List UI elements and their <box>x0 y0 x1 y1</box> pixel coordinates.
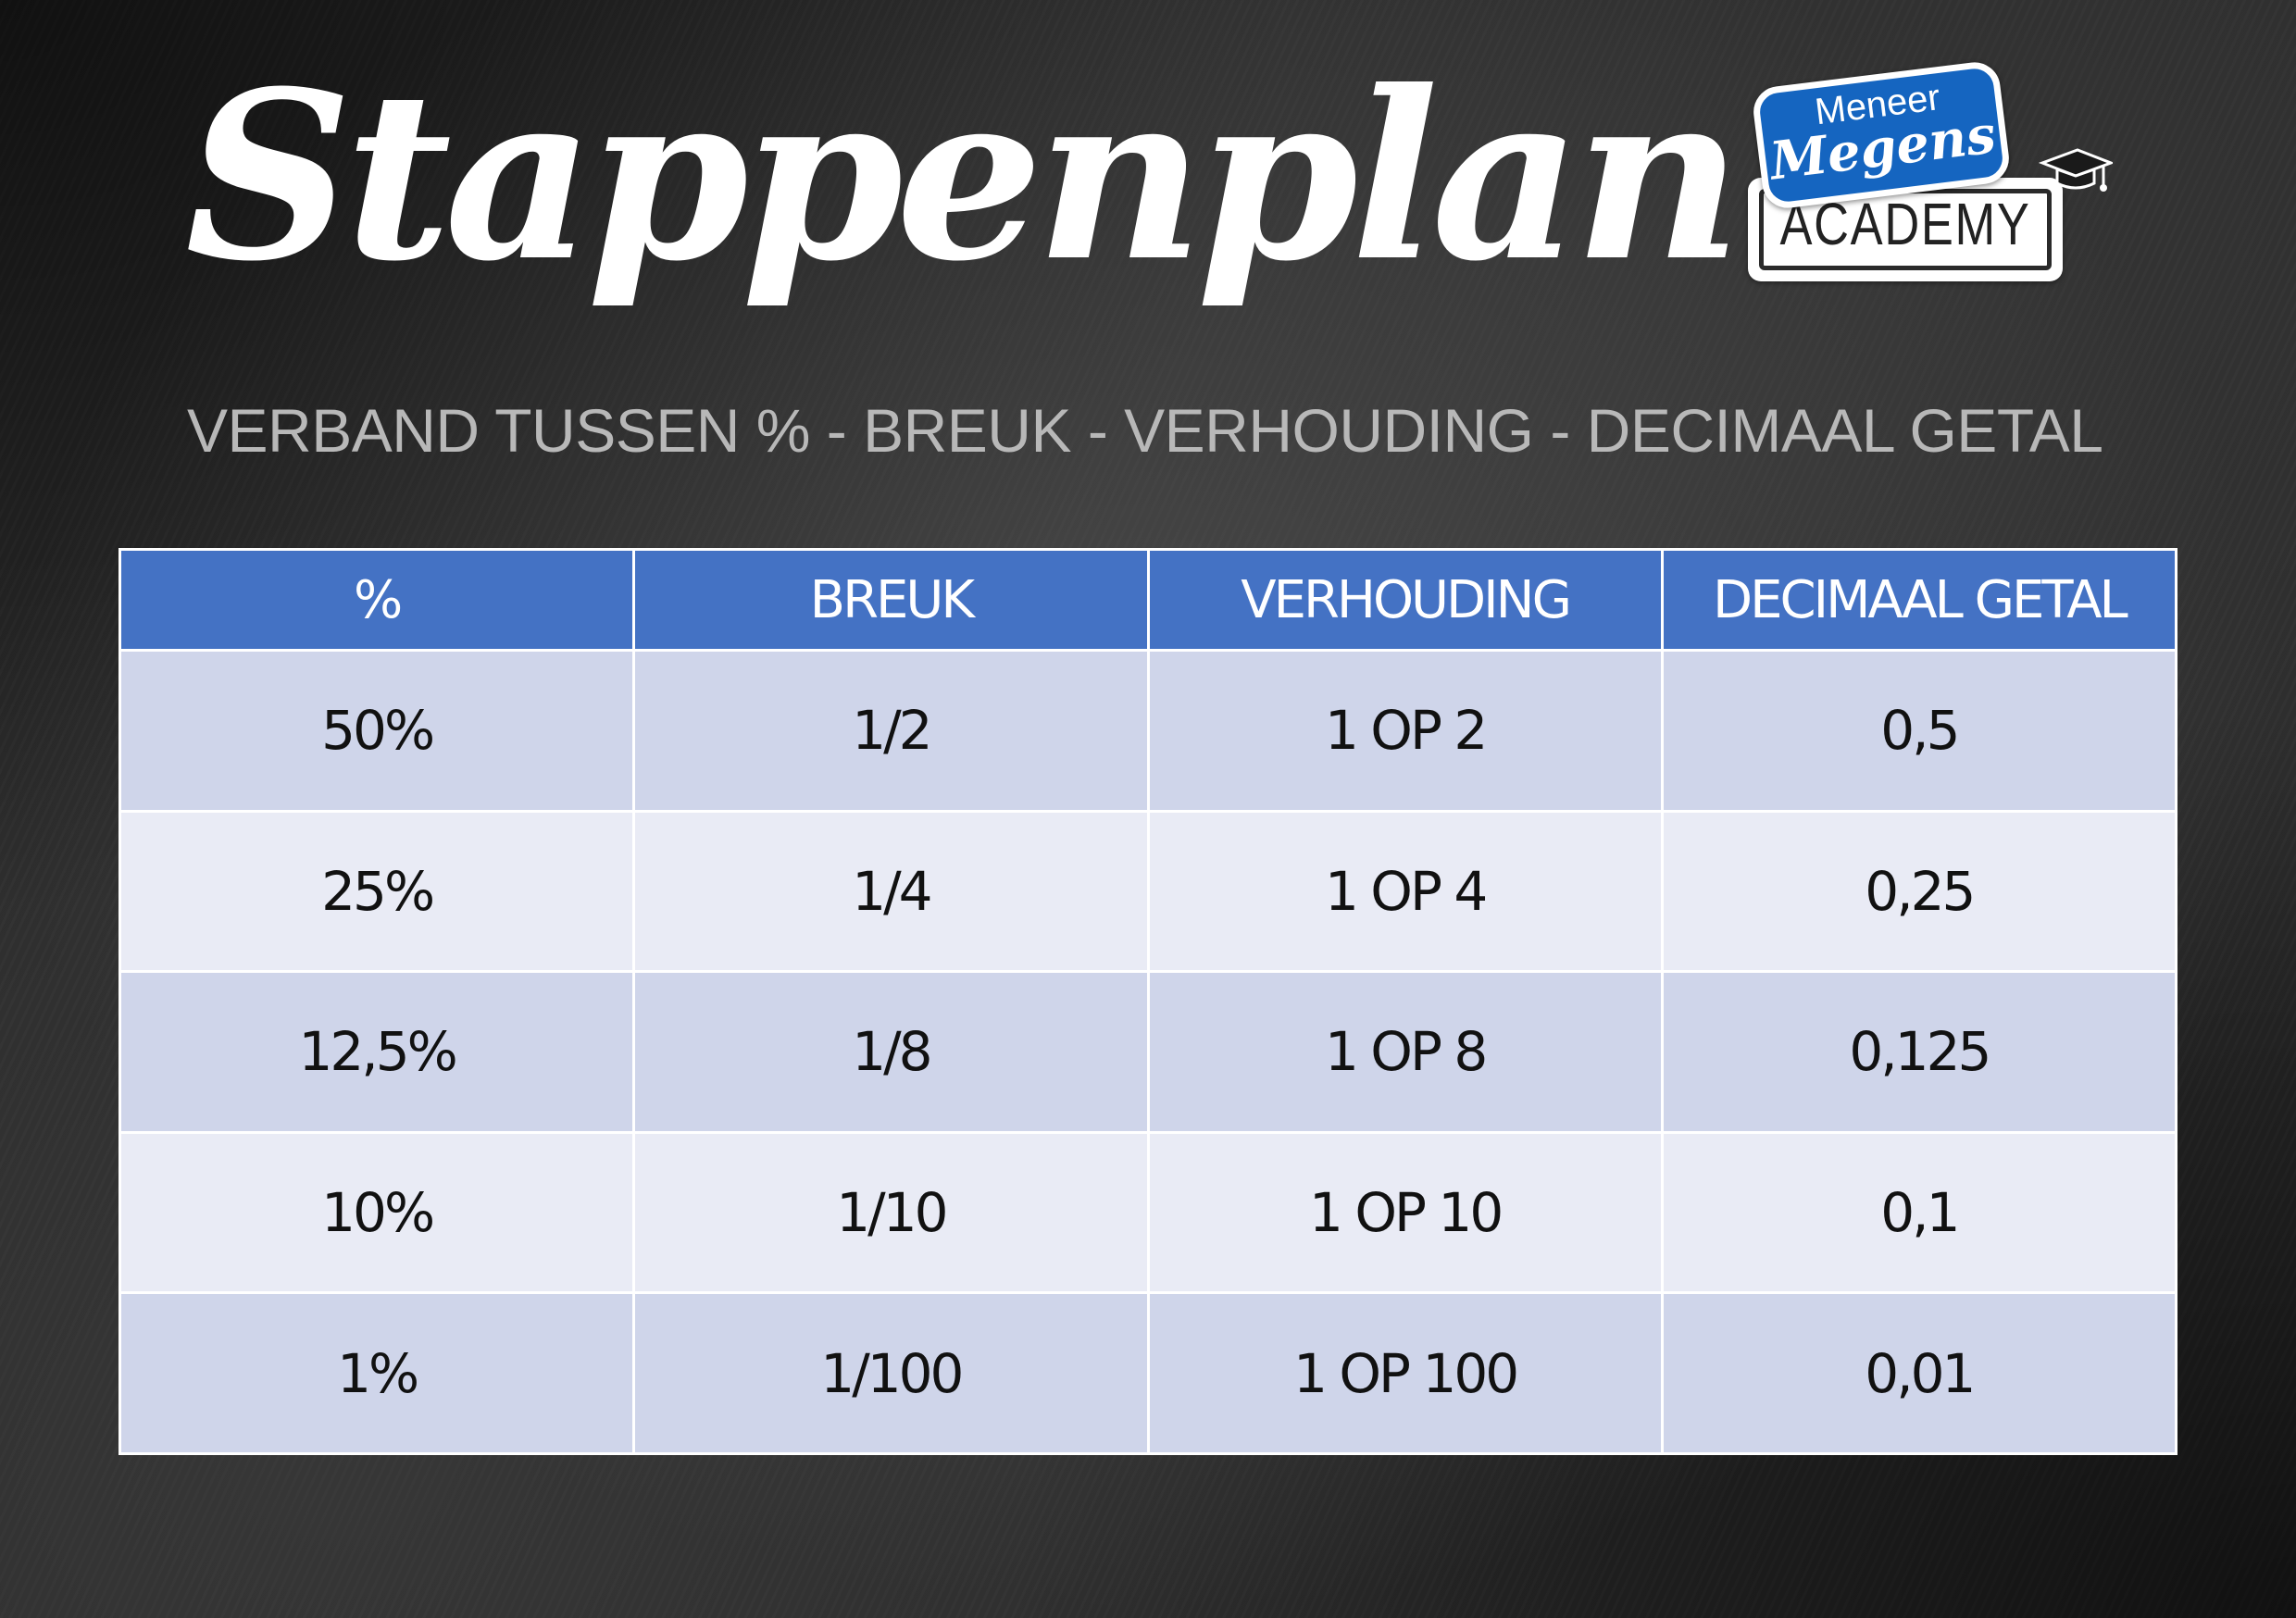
cell-breuk: 1/8 <box>632 970 1150 1134</box>
column-header-breuk: BREUK <box>632 548 1150 652</box>
conversion-table: % BREUK VERHOUDING DECIMAAL GETAL 50% 1/… <box>118 548 2178 1455</box>
cell-decimaal: 0,5 <box>1660 649 2178 813</box>
cell-breuk: 1/4 <box>632 809 1150 974</box>
cell-decimaal: 0,1 <box>1660 1130 2178 1295</box>
table-row: 50% 1/2 1 OP 2 0,5 <box>118 649 2178 813</box>
cell-breuk: 1/10 <box>632 1130 1150 1295</box>
page-subtitle: VERBAND TUSSEN % - BREUK - VERHOUDING - … <box>187 396 2103 465</box>
table-row: 10% 1/10 1 OP 10 0,1 <box>118 1130 2178 1295</box>
column-header-decimaal: DECIMAAL GETAL <box>1660 548 2178 652</box>
cell-verhouding: 1 OP 100 <box>1146 1291 1664 1455</box>
page-title: Stappenplan <box>185 40 1742 312</box>
column-header-verhouding: VERHOUDING <box>1146 548 1664 652</box>
table-row: 12,5% 1/8 1 OP 8 0,125 <box>118 970 2178 1134</box>
cell-percent: 25% <box>118 809 636 974</box>
table-row: 25% 1/4 1 OP 4 0,25 <box>118 809 2178 974</box>
cell-percent: 10% <box>118 1130 636 1295</box>
column-header-percent: % <box>118 548 636 652</box>
conversion-table-container: % BREUK VERHOUDING DECIMAAL GETAL 50% 1/… <box>118 548 2178 1455</box>
cell-percent: 50% <box>118 649 636 813</box>
cell-breuk: 1/2 <box>632 649 1150 813</box>
table-row: 1% 1/100 1 OP 100 0,01 <box>118 1291 2178 1455</box>
cell-decimaal: 0,25 <box>1660 809 2178 974</box>
cell-verhouding: 1 OP 10 <box>1146 1130 1664 1295</box>
cell-verhouding: 1 OP 8 <box>1146 970 1664 1134</box>
cell-decimaal: 0,125 <box>1660 970 2178 1134</box>
table-header-row: % BREUK VERHOUDING DECIMAAL GETAL <box>118 548 2178 652</box>
cell-percent: 1% <box>118 1291 636 1455</box>
cell-verhouding: 1 OP 2 <box>1146 649 1664 813</box>
cell-verhouding: 1 OP 4 <box>1146 809 1664 974</box>
cell-decimaal: 0,01 <box>1660 1291 2178 1455</box>
cell-breuk: 1/100 <box>632 1291 1150 1455</box>
logo: ACADEMY Meneer Megens <box>1748 59 2118 281</box>
cell-percent: 12,5% <box>118 970 636 1134</box>
graduation-cap-icon <box>2039 148 2113 192</box>
